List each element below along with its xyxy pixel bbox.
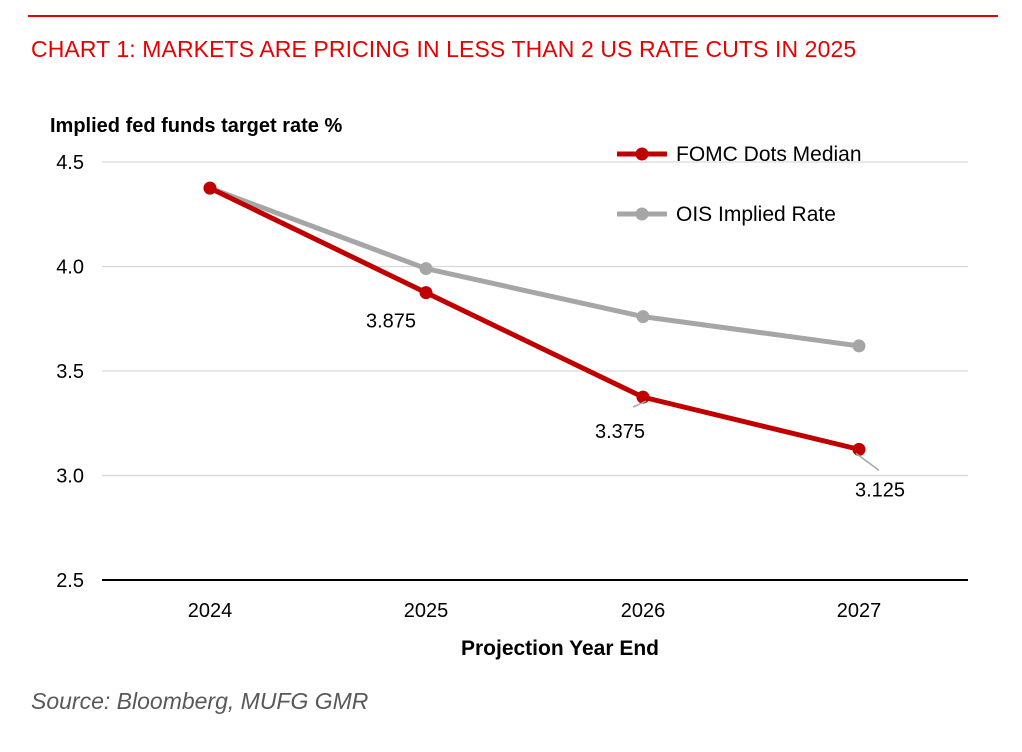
y-tick-label: 4.5 — [56, 152, 84, 174]
data-label: 3.125 — [855, 479, 905, 501]
gridlines — [102, 161, 968, 581]
leader-line — [855, 452, 880, 471]
series-lines — [203, 181, 866, 456]
line-chart: Implied fed funds target rate % 2.5 3.0 3.… — [50, 115, 968, 660]
x-tick-labels: 2024 2025 2026 2027 — [188, 600, 882, 622]
series-line — [207, 185, 862, 452]
top-rule — [28, 15, 998, 17]
chart-title: CHART 1: MARKETS ARE PRICING IN LESS THA… — [31, 36, 857, 62]
x-tick-label: 2025 — [404, 600, 449, 622]
x-tick-label: 2026 — [621, 600, 666, 622]
source-note: Source: Bloomberg, MUFG GMR — [31, 688, 369, 714]
series-line — [207, 185, 862, 349]
data-point — [203, 181, 217, 195]
data-label: 3.375 — [595, 421, 645, 443]
y-tick-labels: 2.5 3.0 3.5 4.0 4.5 — [56, 152, 84, 592]
y-tick-label: 3.0 — [56, 466, 84, 488]
x-tick-label: 2027 — [837, 600, 882, 622]
x-axis-label: Projection Year End — [461, 637, 659, 660]
y-tick-label: 4.0 — [56, 257, 84, 279]
data-point — [636, 310, 650, 324]
y-tick-label: 3.5 — [56, 361, 84, 383]
legend-swatch-marker — [635, 207, 649, 221]
leader-lines — [632, 400, 880, 471]
data-label: 3.875 — [366, 311, 416, 333]
legend-label: FOMC Dots Median — [676, 143, 862, 166]
legend: FOMC Dots Median OIS Implied Rate — [617, 143, 862, 226]
data-point — [636, 390, 650, 404]
data-point — [419, 262, 433, 276]
data-point — [852, 442, 866, 456]
legend-swatch-marker — [635, 147, 649, 161]
data-point — [419, 286, 433, 300]
legend-label: OIS Implied Rate — [676, 203, 836, 226]
x-tick-label: 2024 — [188, 600, 233, 622]
data-labels: 3.875 3.375 3.125 — [366, 311, 905, 502]
y-tick-label: 2.5 — [56, 570, 84, 592]
y-axis-label: Implied fed funds target rate % — [50, 115, 342, 137]
leader-line — [632, 400, 647, 408]
data-point — [852, 339, 866, 353]
